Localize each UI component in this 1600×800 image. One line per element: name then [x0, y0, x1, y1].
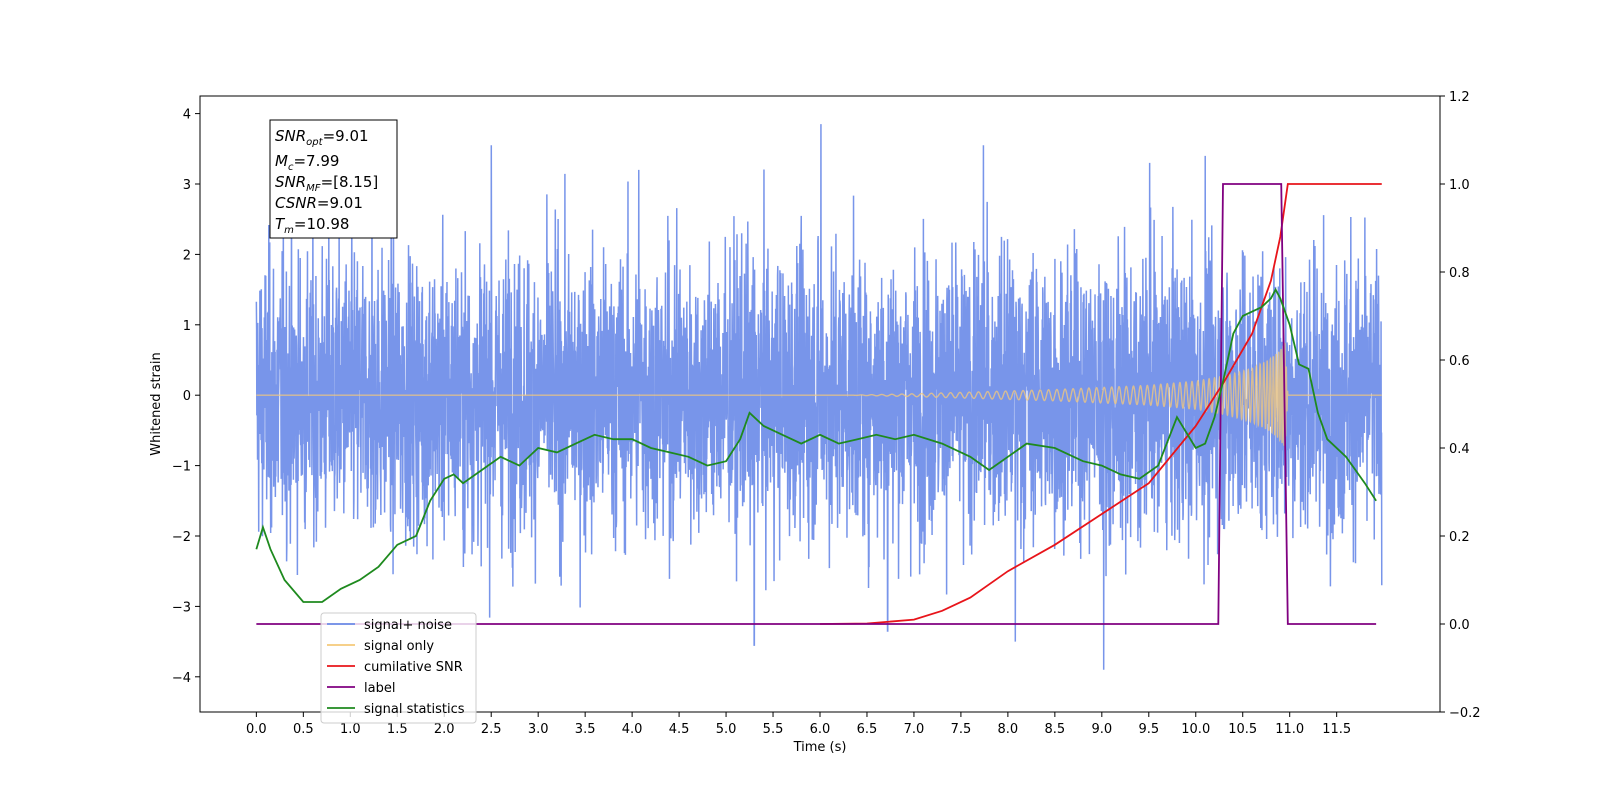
- x-tick-label: 3.0: [528, 722, 549, 737]
- y-axis-label: Whitened strain: [149, 352, 164, 455]
- annotation-snr-opt-value: =9.01: [323, 127, 369, 145]
- y2-tick-label: 0.2: [1449, 530, 1470, 545]
- series-signal-noise: [255, 124, 1383, 670]
- x-tick-label: 8.5: [1045, 722, 1066, 737]
- series-cumulative-snr: [819, 183, 1382, 625]
- y-tick-label: 1: [183, 319, 191, 334]
- x-tick-label: 9.0: [1091, 722, 1112, 737]
- legend-frame: [320, 612, 477, 724]
- y-tick-label: 3: [183, 178, 191, 193]
- legend-label: signal only: [364, 639, 434, 654]
- annotation-tm-value: =10.98: [294, 215, 350, 233]
- annotation-mc: Mc=7.99: [275, 152, 339, 173]
- x-tick-label: 7.0: [904, 722, 925, 737]
- annotation-csnr: CSNR=9.01: [275, 194, 363, 212]
- x-tick-label: 0.5: [293, 722, 314, 737]
- annotation-snr-mf: SNRMF=[8.15]: [275, 173, 378, 194]
- y-tick-label: 2: [183, 248, 191, 263]
- x-tick-label: 5.5: [763, 722, 784, 737]
- series-layer: [255, 124, 1383, 670]
- legend-label: cumilative SNR: [364, 660, 463, 675]
- y-tick-label: −4: [172, 671, 191, 686]
- x-tick-label: 2.5: [481, 722, 502, 737]
- x-tick-label: 6.5: [857, 722, 878, 737]
- y-tick-label: −1: [172, 460, 191, 475]
- y2-tick-label: 0.4: [1449, 442, 1470, 457]
- y2-tick-label: 0.8: [1449, 266, 1470, 281]
- series-signal-statistics: [255, 287, 1377, 603]
- annotation-mc-value: =7.99: [293, 152, 339, 170]
- x-tick-label: 4.0: [622, 722, 643, 737]
- x-tick-label: 7.5: [951, 722, 972, 737]
- legend: signal+ noise signal only cumilative SNR la…: [320, 612, 477, 724]
- legend-label: signal+ noise: [364, 618, 452, 633]
- annotation-snr-mf-value: =[8.15]: [321, 173, 379, 191]
- x-tick-label: 10.5: [1228, 722, 1257, 737]
- series-signal-only: [256, 342, 1382, 446]
- annotation-tm: Tm=10.98: [275, 215, 349, 236]
- x-tick-label: 3.5: [575, 722, 596, 737]
- y2-tick-label: 1.2: [1449, 90, 1470, 105]
- x-tick-label: 1.5: [387, 722, 408, 737]
- annotation-csnr-label: CSNR: [275, 194, 317, 212]
- y2-tick-label: 1.0: [1449, 178, 1470, 193]
- y-tick-label: 4: [183, 108, 191, 123]
- x-tick-label: 6.0: [810, 722, 831, 737]
- x-axis: 0.0 0.5 1.0 1.5 2.0 2.5 3.0 3.5 4.0 4.5 5.0 5.5 6.0 6…: [246, 712, 1351, 737]
- y-tick-label: −2: [172, 530, 191, 545]
- y-tick-label: 0: [183, 389, 191, 404]
- y2-tick-label: 0.6: [1449, 354, 1470, 369]
- x-tick-label: 2.0: [434, 722, 455, 737]
- x-tick-label: 8.0: [998, 722, 1019, 737]
- x-tick-label: 5.0: [716, 722, 737, 737]
- annotation-frame: [269, 119, 398, 239]
- x-tick-label: 1.0: [340, 722, 361, 737]
- x-tick-label: 11.0: [1275, 722, 1304, 737]
- x-axis-label: Time (s): [793, 740, 847, 755]
- y2-tick-label: −0.2: [1449, 706, 1481, 721]
- series-label: [256, 183, 1377, 625]
- y-axis-left: 4 3 2 1 0 −1 −2 −3 −4: [172, 108, 200, 686]
- x-tick-label: 11.5: [1322, 722, 1351, 737]
- y2-tick-label: 0.0: [1449, 618, 1470, 633]
- annotation-snr-opt: SNRopt=9.01: [275, 127, 369, 148]
- legend-label: label: [364, 681, 395, 696]
- x-tick-label: 0.0: [246, 722, 267, 737]
- x-tick-label: 10.0: [1181, 722, 1210, 737]
- annotation-box: SNRopt=9.01 Mc=7.99 SNRMF=[8.15] CSNR=9.…: [269, 119, 398, 239]
- annotation-csnr-value: =9.01: [317, 194, 363, 212]
- y-tick-label: −3: [172, 600, 191, 615]
- legend-label: signal statistics: [364, 702, 465, 717]
- x-tick-label: 4.5: [669, 722, 690, 737]
- y-axis-right: 1.2 1.0 0.8 0.6 0.4 0.2 0.0 −0.2: [1440, 90, 1481, 721]
- x-tick-label: 9.5: [1138, 722, 1159, 737]
